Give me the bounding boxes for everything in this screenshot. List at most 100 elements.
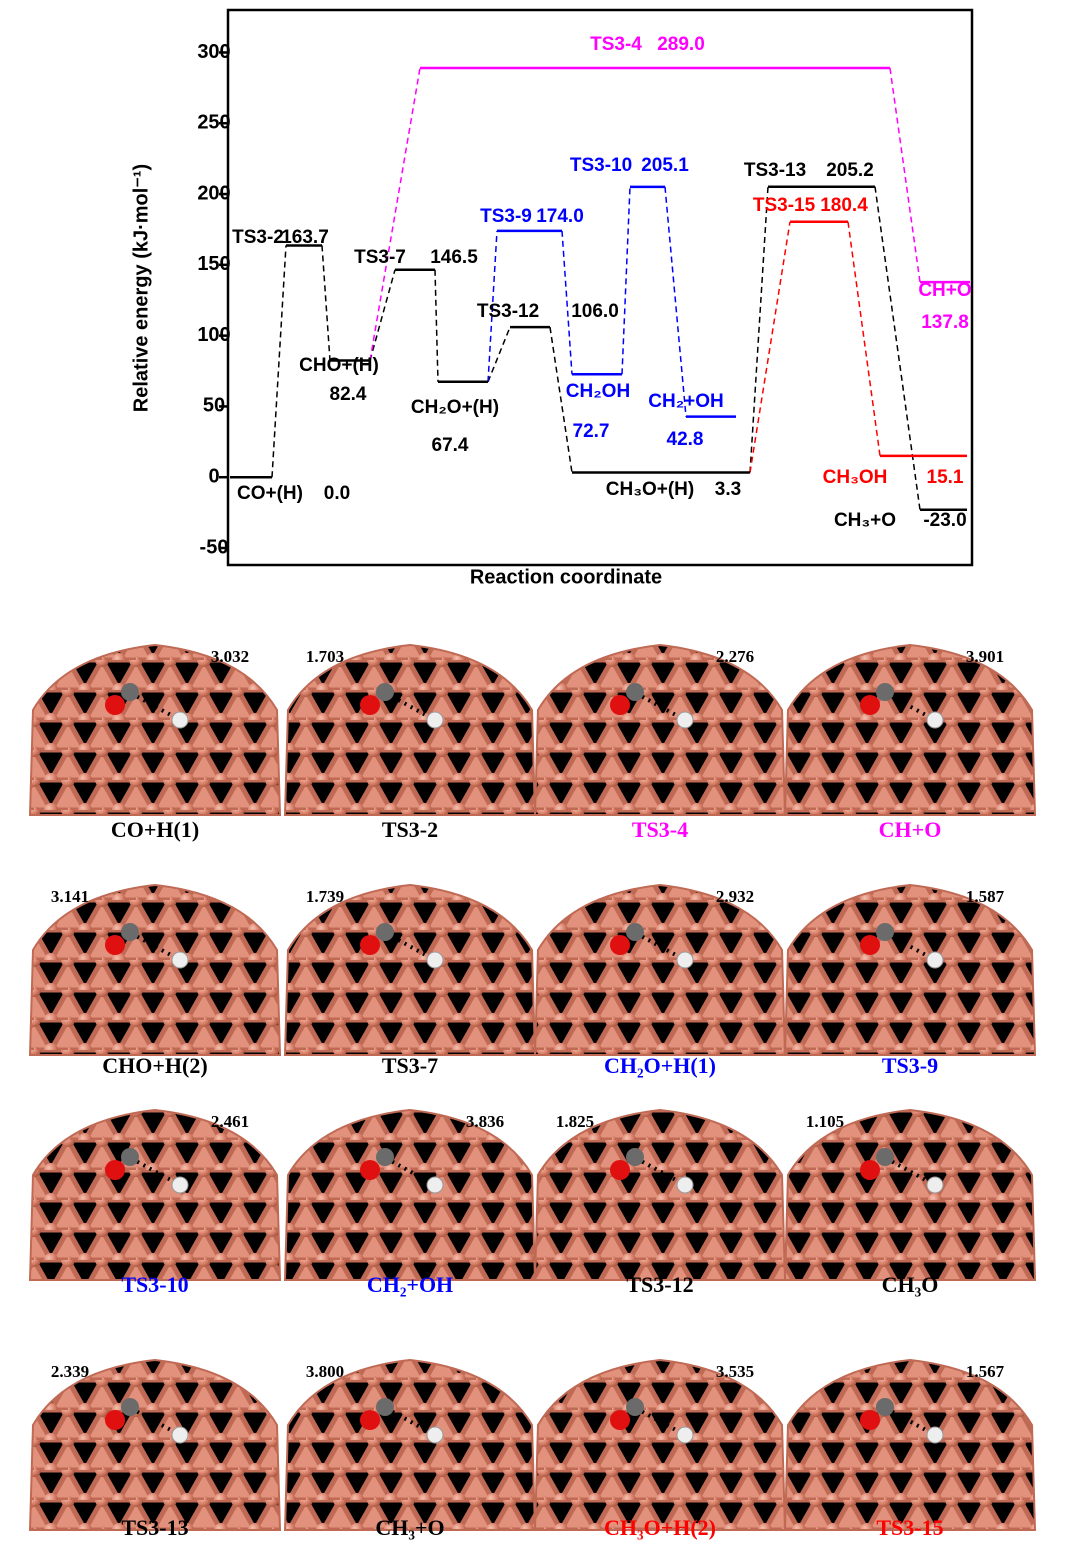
level-name: TS3-7 (354, 247, 406, 268)
y-tick-label: 50 (203, 395, 225, 417)
level-name: CH₂O+(H) (411, 397, 499, 418)
distance-label: 3.836 (466, 1112, 504, 1131)
structure-caption: CH₂+OH (367, 1272, 453, 1297)
structure-panel: 2.276 TS3-4 (535, 645, 785, 842)
distance-label: 2.276 (716, 647, 754, 666)
structure-caption: CHO+H(2) (102, 1053, 207, 1078)
y-tick-label: 200 (197, 182, 230, 204)
distance-label: 1.587 (966, 887, 1005, 906)
level-value: 15.1 (927, 467, 964, 488)
level-value: -23.0 (923, 510, 966, 531)
atom-h (677, 1177, 693, 1193)
level-value: 67.4 (432, 435, 469, 456)
copper-cluster (30, 1110, 280, 1280)
structure-caption: TS3-4 (632, 817, 688, 842)
copper-cluster (785, 885, 1035, 1055)
structure-panel: 1.739TS3-7 (285, 885, 535, 1078)
copper-cluster (535, 1360, 785, 1530)
structure-panel: 3.800CH₃+O (285, 1360, 535, 1540)
atom-o (610, 1410, 630, 1430)
copper-cluster (535, 645, 785, 815)
y-tick-label: 300 (197, 41, 230, 63)
atom-h (927, 712, 943, 728)
copper-cluster (785, 1360, 1035, 1530)
atom-o (610, 695, 630, 715)
connector (750, 187, 768, 473)
distance-label: 3.535 (716, 1362, 754, 1381)
level-name: CH₂OH (566, 381, 630, 402)
distance-label: 1.739 (306, 887, 344, 906)
level-name: CO+(H) (237, 483, 303, 504)
level-name: TS3-4 (590, 34, 642, 55)
atom-o (610, 1160, 630, 1180)
copper-cluster (285, 645, 535, 815)
connector (750, 222, 790, 473)
y-axis-label: Relative energy (kJ·mol⁻¹) (130, 164, 152, 412)
level-name: CH₂+OH (648, 391, 723, 412)
atom-h (172, 712, 188, 728)
level-name: CH₃+O (834, 510, 896, 531)
y-tick-label: 250 (197, 112, 230, 134)
atom-c (626, 1398, 644, 1416)
atom-o (860, 1160, 880, 1180)
structure-caption: TS3-9 (882, 1053, 938, 1078)
y-tick-label: 100 (197, 324, 230, 346)
copper-cluster (535, 1110, 785, 1280)
level-value: 82.4 (330, 384, 367, 405)
figure: Reaction coordinate Relative energy (kJ·… (0, 0, 1086, 1549)
atom-o (105, 1160, 125, 1180)
structure-panel: 2.461TS3-10 (30, 1110, 280, 1297)
structure-panels: 3.032CO+H(1) 1.703 TS3-2 2.276 TS3-4 3.901CH+… (30, 645, 1035, 1540)
copper-cluster (535, 885, 785, 1055)
atom-o (860, 935, 880, 955)
level-name: TS3-10 (570, 155, 632, 176)
y-tick-label: 150 (197, 253, 230, 275)
level-value: 146.5 (430, 247, 478, 268)
connector (322, 245, 330, 360)
structure-caption: CH₃+O (375, 1515, 444, 1540)
atom-c (626, 683, 644, 701)
distance-label: 2.932 (716, 887, 754, 906)
atom-c (626, 1148, 644, 1166)
atom-c (376, 1148, 394, 1166)
atom-o (860, 695, 880, 715)
structure-panel: 1.105CH₃O (785, 1110, 1035, 1297)
atom-h (677, 1427, 693, 1443)
atom-o (360, 935, 380, 955)
distance-label: 1.105 (806, 1112, 844, 1131)
atom-c (876, 1398, 894, 1416)
copper-cluster (285, 1360, 535, 1530)
distance-label: 3.141 (51, 887, 89, 906)
atom-o (360, 1160, 380, 1180)
atom-o (860, 1410, 880, 1430)
atom-o (610, 935, 630, 955)
structure-caption: CH+O (879, 817, 942, 842)
structure-caption: TS3-15 (876, 1515, 943, 1540)
connector (370, 270, 395, 361)
y-tick-label: 0 (208, 466, 219, 488)
structure-panel: 2.339TS3-13 (30, 1360, 280, 1540)
connector (435, 270, 438, 382)
atom-o (360, 695, 380, 715)
atom-h (427, 712, 443, 728)
structure-panel: 1.703 TS3-2 (285, 645, 535, 842)
atom-c (121, 683, 139, 701)
distance-label: 1.703 (306, 647, 344, 666)
distance-label: 2.339 (51, 1362, 89, 1381)
structure-caption: TS3-2 (382, 817, 438, 842)
atom-c (376, 683, 394, 701)
connector (622, 187, 630, 374)
structure-panel: 1.587 TS3-9 (785, 885, 1035, 1078)
connector (890, 68, 920, 282)
atom-c (376, 923, 394, 941)
atom-h (677, 952, 693, 968)
y-tick-label: -50 (200, 536, 229, 558)
level-value: 180.4 (820, 195, 868, 216)
level-value: 289.0 (657, 34, 705, 55)
